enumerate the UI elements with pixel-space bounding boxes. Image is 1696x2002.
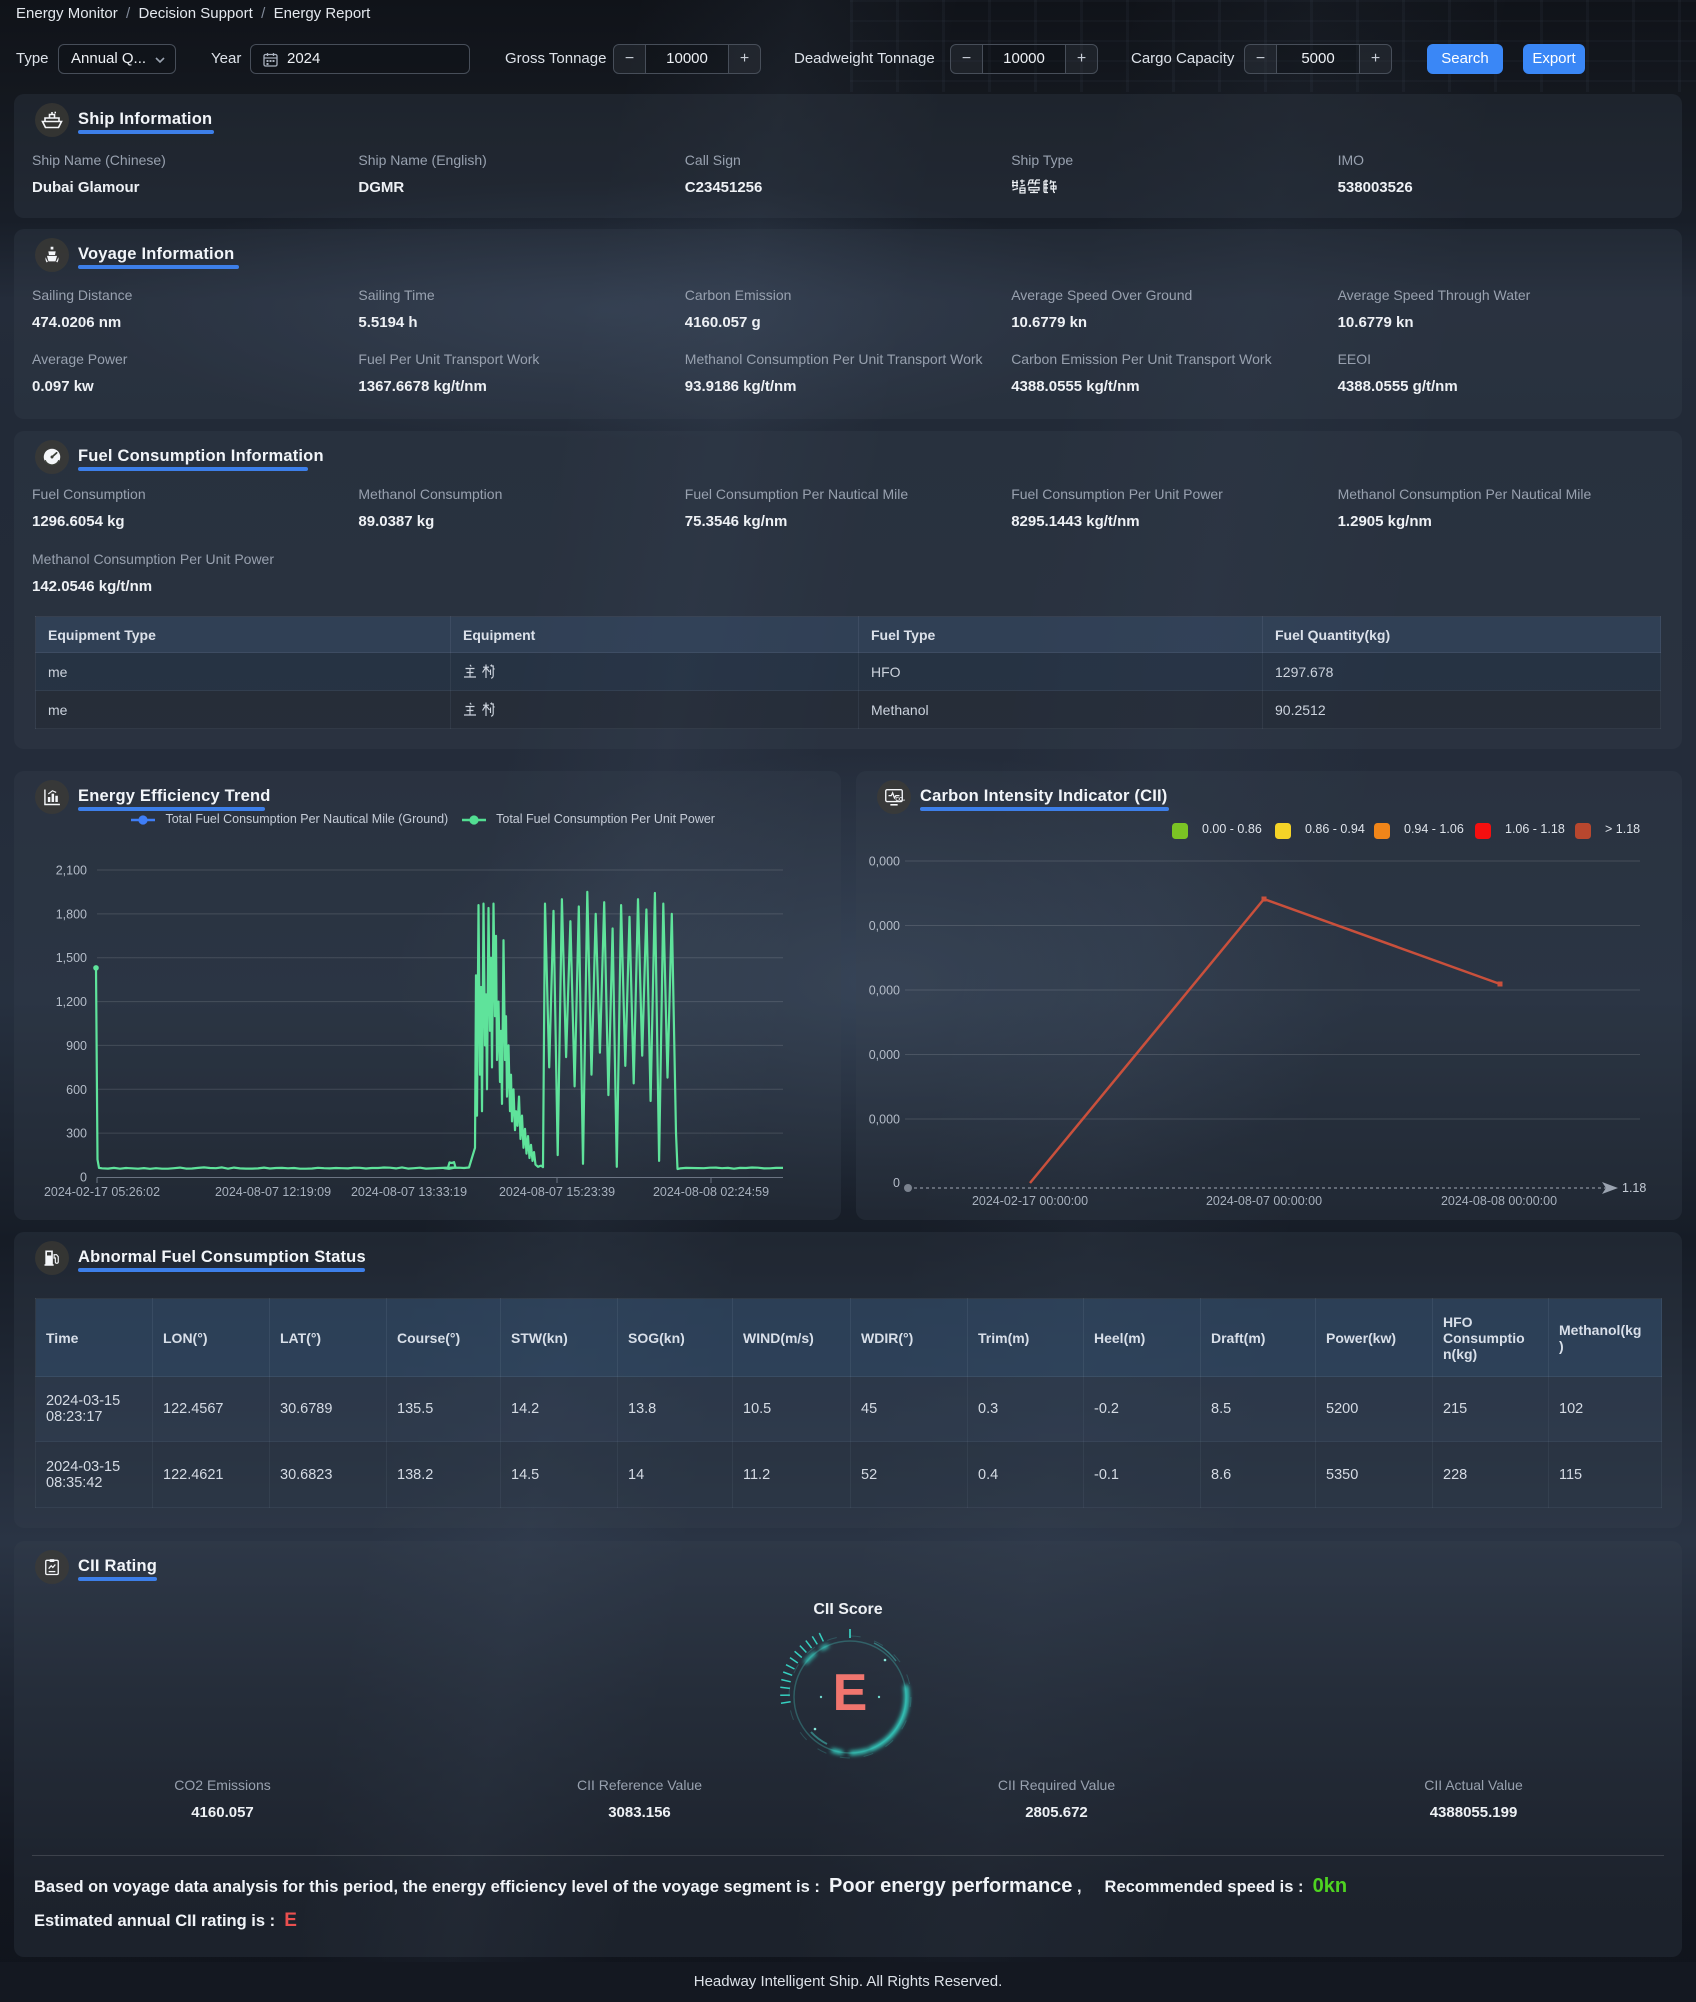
svg-text:1,200: 1,200 bbox=[56, 995, 87, 1009]
svg-text:2024-08-08 00:00:00: 2024-08-08 00:00:00 bbox=[1441, 1194, 1557, 1208]
svg-text:2024-02-17 00:00:00: 2024-02-17 00:00:00 bbox=[972, 1194, 1088, 1208]
svg-text:0,000: 0,000 bbox=[869, 919, 900, 933]
svg-text:0,000: 0,000 bbox=[869, 1048, 900, 1062]
svg-text:300: 300 bbox=[66, 1127, 87, 1141]
svg-text:E: E bbox=[833, 1664, 868, 1722]
svg-text:2024-08-07 15:23:39: 2024-08-07 15:23:39 bbox=[499, 1185, 615, 1199]
svg-text:2024-08-07 00:00:00: 2024-08-07 00:00:00 bbox=[1206, 1194, 1322, 1208]
svg-text:1,800: 1,800 bbox=[56, 907, 87, 921]
svg-text:900: 900 bbox=[66, 1039, 87, 1053]
svg-text:1,500: 1,500 bbox=[56, 951, 87, 965]
svg-text:2,100: 2,100 bbox=[56, 864, 87, 878]
svg-text:CO₂: CO₂ bbox=[895, 797, 905, 803]
svg-text:600: 600 bbox=[66, 1083, 87, 1097]
svg-text:2024-08-08 02:24:59: 2024-08-08 02:24:59 bbox=[653, 1185, 769, 1199]
svg-text:2024-08-07 12:19:09: 2024-08-07 12:19:09 bbox=[215, 1185, 331, 1199]
svg-text:2024-02-17 05:26:02: 2024-02-17 05:26:02 bbox=[44, 1185, 160, 1199]
svg-text:1.18: 1.18 bbox=[1622, 1181, 1646, 1195]
svg-text:0: 0 bbox=[893, 1176, 900, 1190]
svg-text:0,000: 0,000 bbox=[869, 855, 900, 869]
svg-text:0,000: 0,000 bbox=[869, 1113, 900, 1127]
svg-text:0,000: 0,000 bbox=[869, 984, 900, 998]
svg-text:2024-08-07 13:33:19: 2024-08-07 13:33:19 bbox=[351, 1185, 467, 1199]
svg-text:0: 0 bbox=[80, 1171, 87, 1185]
